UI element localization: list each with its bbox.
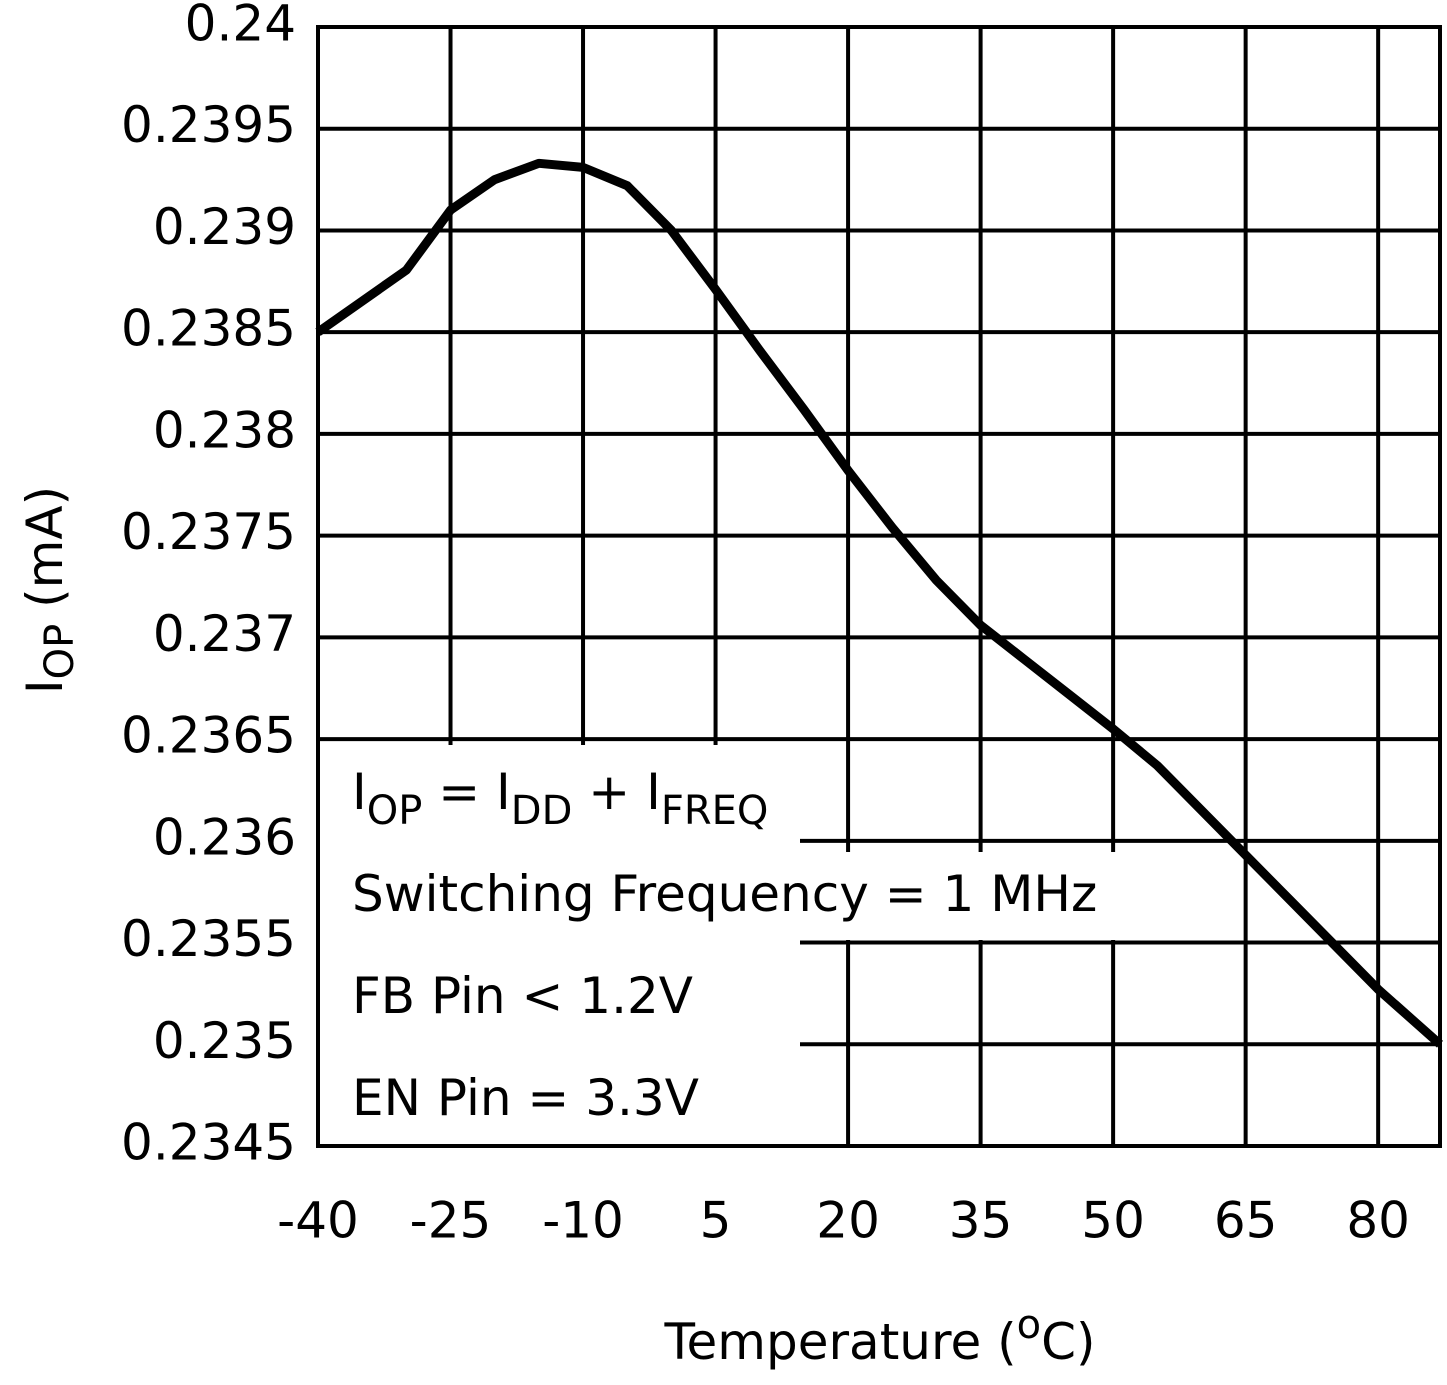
line-series [315, 158, 1443, 1048]
x-tick-label: 50 [1081, 1192, 1145, 1250]
x-tick-label: 65 [1214, 1192, 1278, 1250]
y-tick-label: 0.236 [153, 808, 296, 866]
y-tick-label: 0.2385 [121, 300, 296, 358]
annotation-part: OP [367, 788, 423, 834]
annotation-part: Switching Frequency = 1 MHz [352, 865, 1097, 923]
y-tick-label: 0.235 [153, 1012, 296, 1070]
x-axis-label-part: C) [1041, 1313, 1095, 1371]
x-tick-label: -10 [542, 1192, 624, 1250]
x-tick-label: 35 [949, 1192, 1013, 1250]
x-tick-label: 80 [1346, 1192, 1410, 1250]
annotation-part: = I [422, 763, 510, 821]
x-axis-label-part: Temperature ( [663, 1313, 1016, 1371]
annotation-part: FB Pin < 1.2V [352, 967, 693, 1025]
x-tick-label: 5 [700, 1192, 732, 1250]
x-tick-label: 20 [816, 1192, 880, 1250]
x-tick-label: -25 [410, 1192, 492, 1250]
y-axis-label-part: (mA) [16, 486, 74, 624]
y-tick-label: 0.239 [153, 198, 296, 256]
annotation-part: FREQ [661, 788, 769, 834]
x-axis-label: Temperature (oC) [663, 1302, 1095, 1371]
annotation: FB Pin < 1.2V [352, 967, 693, 1025]
y-tick-label: 0.2355 [121, 910, 296, 968]
annotation: EN Pin = 3.3V [352, 1069, 699, 1127]
y-tick-label: 0.238 [153, 401, 296, 459]
y-tick-label: 0.2365 [121, 707, 296, 765]
annotation-part: + I [572, 763, 660, 821]
y-axis-label: IOP (mA) [16, 486, 84, 694]
annotation-part: I [352, 763, 367, 821]
annotation: Switching Frequency = 1 MHz [352, 865, 1097, 923]
annotation-box [320, 852, 1215, 940]
y-tick-label: 0.2395 [121, 96, 296, 154]
annotation: IOP = IDD + IFREQ [352, 763, 768, 835]
y-tick-label: 0.2375 [121, 503, 296, 561]
x-tick-label: -40 [277, 1192, 359, 1250]
y-tick-label: 0.237 [153, 605, 296, 663]
x-axis-label-part: o [1017, 1302, 1041, 1348]
plot [315, 158, 1443, 1048]
annotation-box [320, 745, 800, 1144]
y-axis-label-part: I [16, 679, 74, 694]
y-tick-label: 0.2345 [121, 1114, 296, 1172]
y-axis-label-part: OP [37, 624, 83, 680]
annotation-part: DD [511, 788, 573, 834]
frame [316, 25, 1442, 1148]
annotation-part: EN Pin = 3.3V [352, 1069, 699, 1127]
labels: 0.2345 0.235 0.2355 0.236 0.2365 0.237 0.2375 0… [16, 0, 1410, 1371]
y-tick-label: 0.24 [185, 0, 296, 53]
